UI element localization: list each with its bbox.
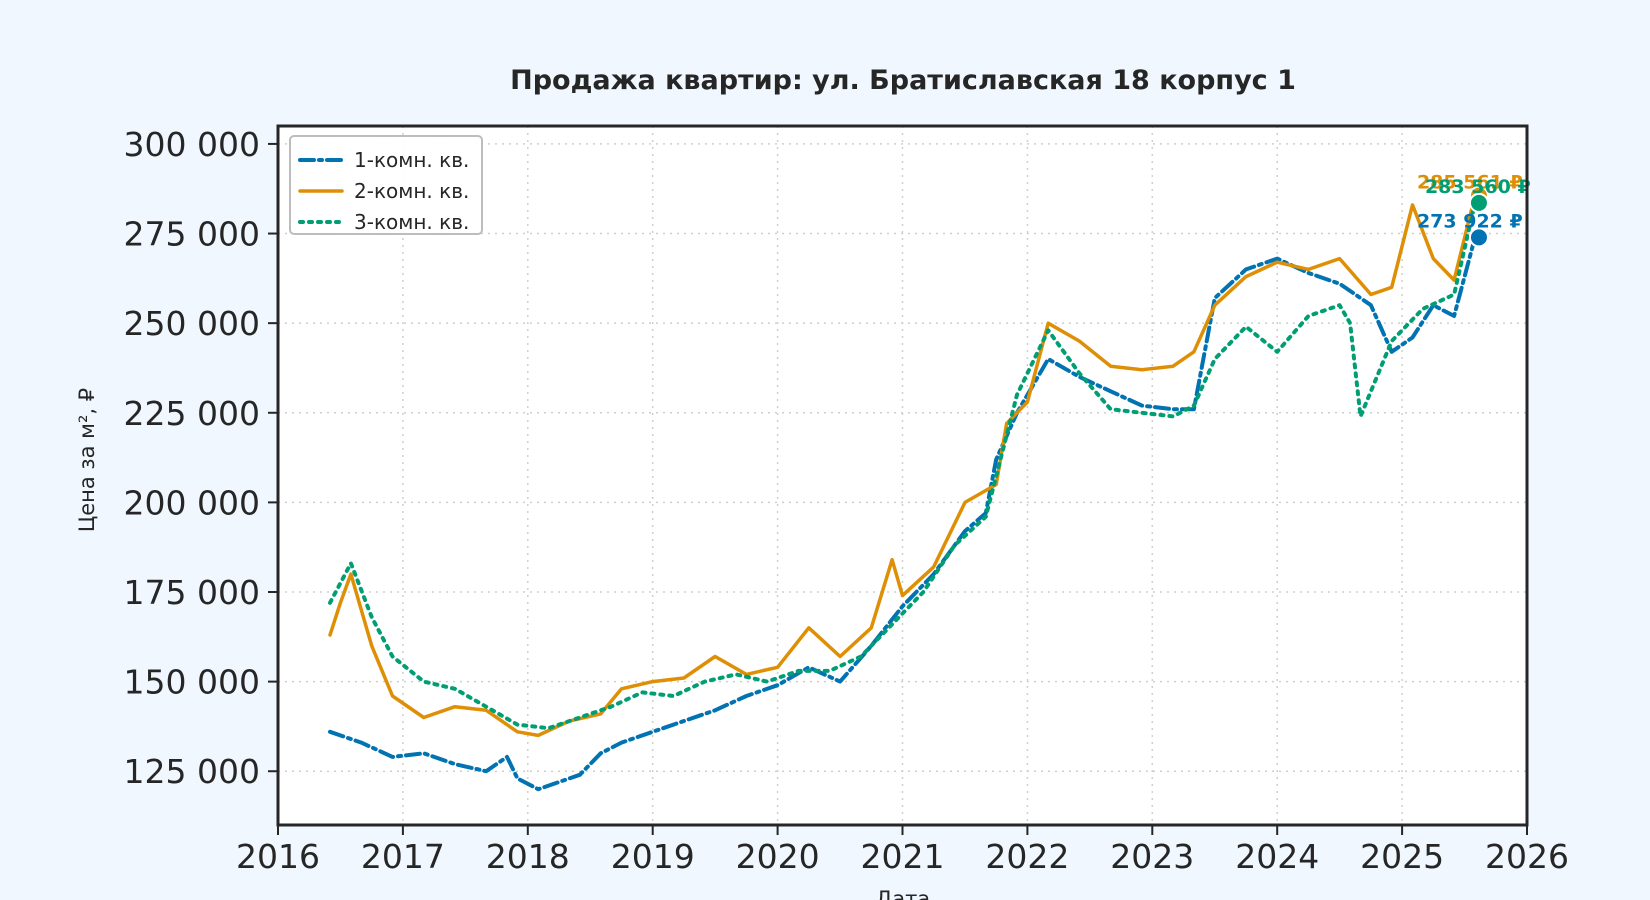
end-marker-1 <box>1468 227 1489 248</box>
y-tick-label: 225 000 <box>124 394 260 433</box>
y-tick-label: 150 000 <box>124 663 260 702</box>
end-value-label-2: 283 560 ₽ <box>1425 176 1531 198</box>
plot-frame <box>276 124 1529 827</box>
series-line-3 <box>328 200 1477 731</box>
legend-label-3: 3-комн. кв. <box>354 210 469 234</box>
x-tick-label: 2023 <box>1110 837 1194 876</box>
x-tick-label: 2024 <box>1235 837 1319 876</box>
y-tick-label: 125 000 <box>124 752 260 791</box>
x-tick-label: 2018 <box>486 837 570 876</box>
x-tick-label: 2020 <box>736 837 820 876</box>
x-tick-label: 2026 <box>1485 837 1569 876</box>
legend-label-1: 1-комн. кв. <box>354 148 469 172</box>
series-line-2 <box>328 193 1477 738</box>
x-tick-label: 2019 <box>611 837 695 876</box>
x-tick-label: 2021 <box>861 837 945 876</box>
y-axis-label: Цена за м², ₽ <box>75 388 99 532</box>
series-line-1 <box>328 235 1477 792</box>
end-value-label-3: 273 922 ₽ <box>1417 210 1523 232</box>
x-tick-label: 2017 <box>361 837 445 876</box>
x-tick-label: 2016 <box>236 837 320 876</box>
y-tick-label: 275 000 <box>124 215 260 254</box>
y-tick-label: 300 000 <box>124 125 260 164</box>
y-tick-label: 200 000 <box>124 483 260 522</box>
legend-label-2: 2-комн. кв. <box>354 179 469 203</box>
y-tick-label: 175 000 <box>124 573 260 612</box>
chart-title: Продажа квартир: ул. Братиславская 18 ко… <box>510 65 1296 96</box>
x-axis-label: Дата <box>876 887 930 900</box>
end-marker-3 <box>1468 192 1489 213</box>
end-value-label-1: 285 561 ₽ <box>1417 172 1523 194</box>
x-tick-label: 2025 <box>1360 837 1444 876</box>
x-tick-label: 2022 <box>985 837 1069 876</box>
y-tick-label: 250 000 <box>124 304 260 343</box>
